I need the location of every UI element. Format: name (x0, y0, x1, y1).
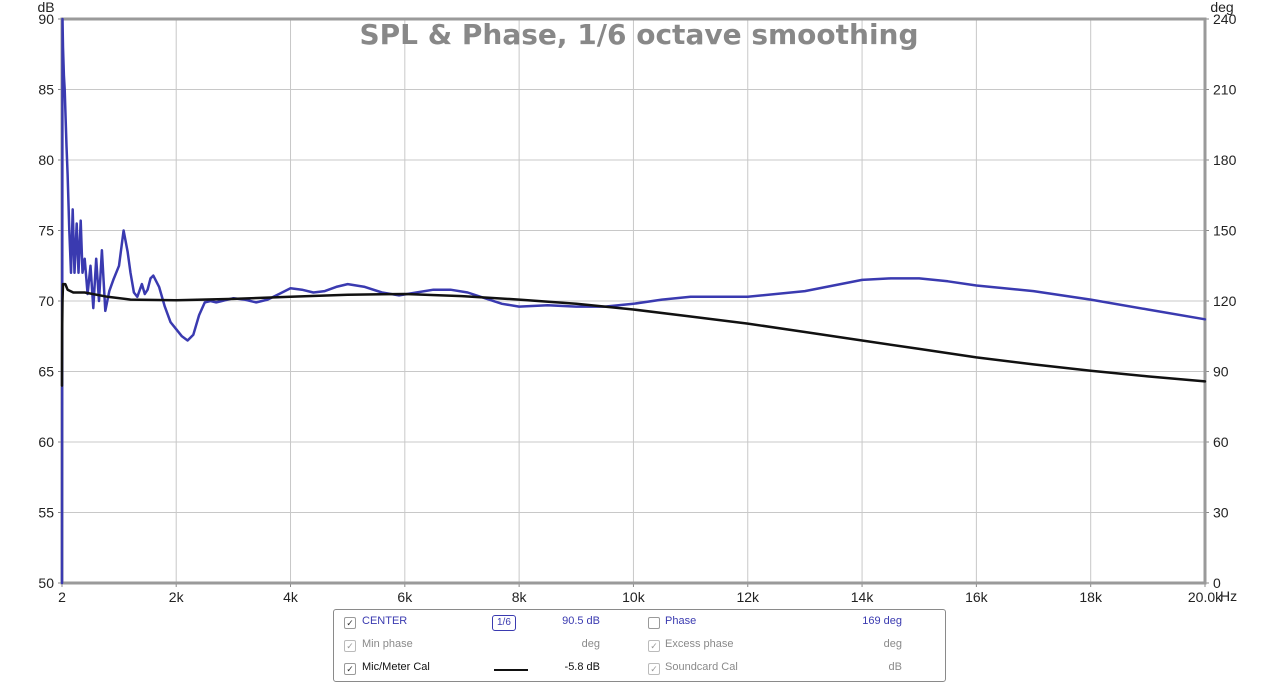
min-phase-label: Min phase (362, 638, 413, 650)
right-axis-unit: deg (1210, 0, 1233, 15)
y-right-tick-label: 60 (1213, 434, 1229, 450)
phase-label: Phase (665, 615, 697, 627)
legend-row-min-phase: ✓ Min phase deg ✓ Excess phase deg (334, 635, 945, 655)
soundcard-cal-label: Soundcard Cal (665, 661, 738, 673)
center-value: 90.5 dB (562, 615, 600, 627)
legend-panel: ✓ CENTER 1/6 90.5 dB Phase 169 deg ✓ Min… (333, 609, 946, 682)
x-tick-label: 12k (736, 589, 760, 605)
mic-cal-checkbox[interactable]: ✓ (344, 663, 356, 675)
y-right-tick-label: 0 (1213, 575, 1221, 591)
y-right-tick-label: 120 (1213, 293, 1237, 309)
series-mic-meter-cal (60, 282, 1207, 387)
excess-phase-label: Excess phase (665, 638, 734, 650)
series-layer (60, 17, 1207, 585)
y-right-tick-label: 180 (1213, 152, 1237, 168)
mic-cal-label: Mic/Meter Cal (362, 661, 430, 673)
excess-phase-checkbox[interactable]: ✓ (648, 640, 660, 652)
y-left-tick-label: 55 (38, 505, 54, 521)
y-left-tick-label: 85 (38, 82, 54, 98)
y-right-tick-label: 150 (1213, 223, 1237, 239)
x-tick-label: 14k (851, 589, 875, 605)
min-phase-value: deg (581, 638, 600, 650)
legend-row-mic-cal: ✓ Mic/Meter Cal -5.8 dB ✓ Soundcard Cal … (334, 658, 945, 678)
chart-title: SPL & Phase, 1/6 octave smoothing (359, 18, 918, 51)
excess-phase-value: deg (883, 638, 902, 650)
left-axis-unit: dB (37, 0, 54, 15)
mic-cal-value: -5.8 dB (564, 661, 600, 673)
y-right-tick-label: 90 (1213, 364, 1229, 380)
smoothing-badge[interactable]: 1/6 (492, 615, 516, 631)
x-tick-label: 16k (965, 589, 989, 605)
grid (62, 19, 1205, 583)
y-left-tick-label: 75 (38, 223, 54, 239)
x-tick-label: 6k (397, 589, 413, 605)
x-tick-label: 20.0k (1188, 589, 1223, 605)
y-left-tick-label: 70 (38, 293, 54, 309)
y-right-tick-label: 210 (1213, 82, 1237, 98)
y-left-tick-label: 60 (38, 434, 54, 450)
y-left-tick-label: 65 (38, 364, 54, 380)
x-axis-unit: Hz (1220, 588, 1237, 604)
x-tick-label: 2k (169, 589, 185, 605)
x-tick-label: 8k (512, 589, 528, 605)
x-tick-label: 18k (1079, 589, 1103, 605)
axes: 2 2k 4k 6k 8k 10k 12k 14k 16k 18k 20.0k 50 55 60 65 70 7… (38, 11, 1236, 605)
y-left-tick-label: 80 (38, 152, 54, 168)
phase-checkbox[interactable] (648, 617, 660, 629)
center-label: CENTER (362, 615, 408, 627)
x-tick-label: 10k (622, 589, 646, 605)
y-left-tick-label: 90 (38, 11, 54, 27)
phase-value: 169 deg (862, 615, 902, 627)
x-tick-label: 2 (58, 589, 66, 605)
x-tick-label: 4k (283, 589, 299, 605)
soundcard-cal-value: dB (888, 661, 902, 673)
center-checkbox[interactable]: ✓ (344, 617, 356, 629)
soundcard-cal-checkbox[interactable]: ✓ (648, 663, 660, 675)
y-right-tick-label: 30 (1213, 505, 1229, 521)
min-phase-checkbox[interactable]: ✓ (344, 640, 356, 652)
mic-cal-line-swatch (494, 669, 528, 671)
y-left-tick-label: 50 (38, 575, 54, 591)
spl-phase-chart: 2 2k 4k 6k 8k 10k 12k 14k 16k 18k 20.0k 50 55 60 65 70 7… (37, 0, 1237, 605)
legend-row-center: ✓ CENTER 1/6 90.5 dB Phase 169 deg (334, 612, 945, 632)
y-right-tick-label: 240 (1213, 11, 1237, 27)
